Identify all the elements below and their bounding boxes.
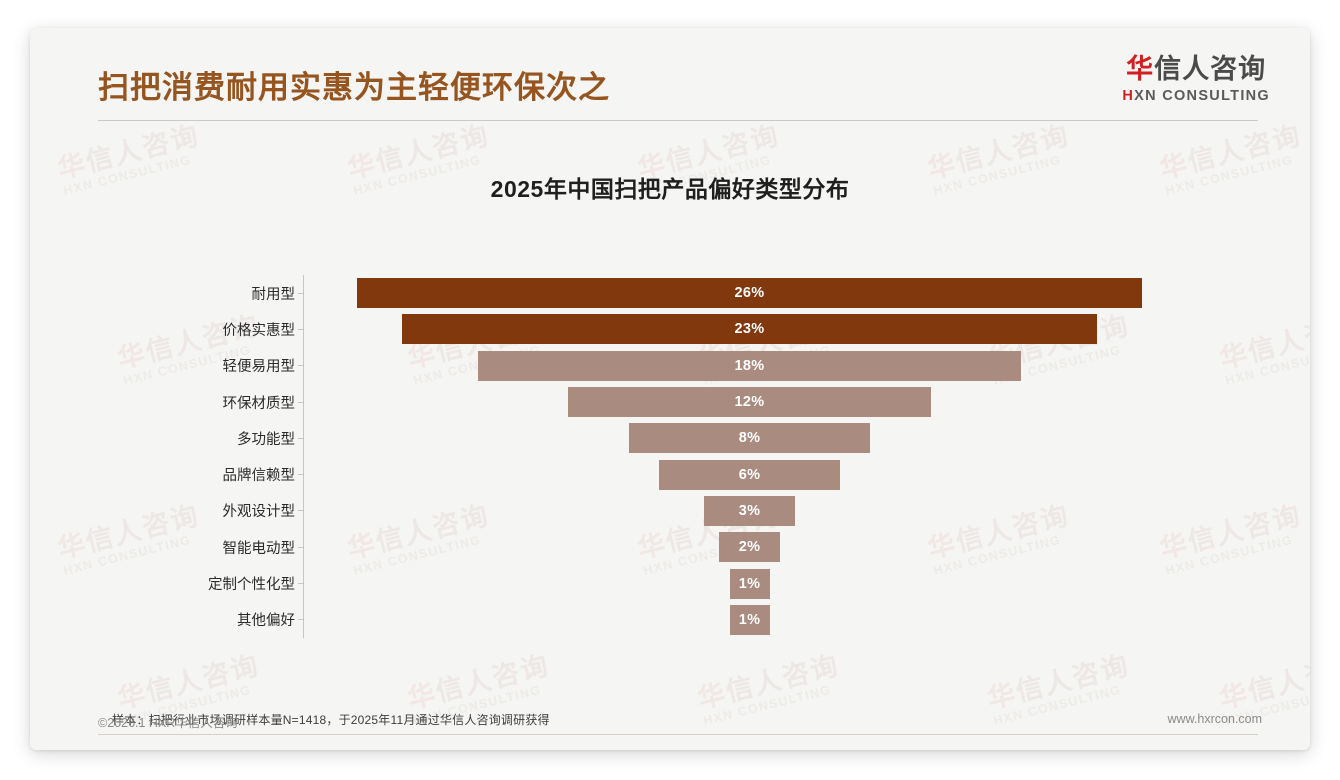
funnel-bar-track: 12%: [304, 384, 1195, 420]
funnel-bar[interactable]: 12%: [568, 387, 931, 418]
brand-logo-cn-rest: 信人咨询: [1154, 54, 1267, 84]
funnel-category-label: 其他偏好: [237, 613, 295, 630]
funnel-category-label: 定制个性化型: [208, 577, 295, 594]
funnel-bar[interactable]: 18%: [477, 350, 1022, 381]
funnel-category-label: 环保材质型: [222, 395, 296, 412]
funnel-bar-value-label: 8%: [738, 430, 761, 447]
chart-title: 2025年中国扫把产品偏好类型分布: [490, 176, 850, 202]
funnel-bar-value-label: 18%: [734, 357, 765, 374]
funnel-row: 耐用型 26%: [195, 275, 1195, 311]
funnel-bar-value-label: 12%: [734, 394, 765, 411]
funnel-row: 定制个性化型 1%: [195, 565, 1195, 601]
funnel-row: 轻便易用型 18%: [195, 348, 1195, 384]
funnel-bar-track: 18%: [304, 348, 1195, 384]
funnel-bar[interactable]: 6%: [658, 459, 841, 490]
funnel-row: 外观设计型 3%: [195, 493, 1195, 529]
funnel-bar-value-label: 3%: [738, 502, 761, 519]
axis-tick-mark: [298, 474, 303, 476]
axis-tick-mark: [298, 328, 303, 330]
funnel-category-label: 智能电动型: [222, 540, 296, 557]
funnel-bar[interactable]: 1%: [729, 604, 770, 635]
slide-card: 华信人咨询 HXN CONSULTING 华信人咨询 HXN CONSULTING 华信…: [30, 28, 1310, 750]
funnel-category-label: 外观设计型: [222, 504, 296, 521]
funnel-bar[interactable]: 2%: [719, 532, 780, 563]
slide-header: 扫把消费耐用实惠为主轻便环保次之 华信人咨询 HXN CONSULTING: [30, 28, 1310, 128]
funnel-category-label: 多功能型: [237, 431, 295, 448]
funnel-bar-value-label: 6%: [738, 466, 761, 483]
funnel-chart-plot: 耐用型 26% 价格实惠型 23% 轻便易用型 18% 环保材质型 12% 多功能型 8% 品牌信赖…: [195, 275, 1195, 638]
axis-tick-mark: [298, 583, 303, 585]
funnel-bar-track: 1%: [304, 602, 1195, 638]
axis-tick-mark: [298, 292, 303, 294]
funnel-bar-track: 3%: [304, 493, 1195, 529]
chart-area: 2025年中国扫把产品偏好类型分布 耐用型 26% 价格实惠型 23% 轻便易用型 18%…: [30, 138, 1310, 658]
footer-divider: [98, 734, 1258, 735]
funnel-bar[interactable]: 3%: [704, 495, 795, 526]
axis-tick-mark: [298, 437, 303, 439]
funnel-bar[interactable]: 1%: [729, 568, 770, 599]
slide-footer: ©2026.1 HXR华信人咨询 www.hxrcon.com: [30, 698, 1310, 750]
axis-tick-mark: [298, 546, 303, 548]
brand-logo: 华信人咨询 HXN CONSULTING: [1122, 56, 1270, 104]
funnel-bar-track: 8%: [304, 420, 1195, 456]
funnel-bar-value-label: 2%: [738, 539, 761, 556]
funnel-row: 其他偏好 1%: [195, 602, 1195, 638]
axis-tick-mark: [298, 401, 303, 403]
sample-note: 样本：扫把行业市场调研样本量N=1418，于2025年11月通过华信人咨询调研获…: [112, 713, 550, 727]
brand-logo-en-rest: XN CONSULTING: [1134, 88, 1270, 104]
funnel-category-label: 价格实惠型: [222, 322, 296, 339]
funnel-category-label: 耐用型: [251, 286, 296, 303]
funnel-bar-track: 1%: [304, 565, 1195, 601]
funnel-bar-value-label: 23%: [734, 321, 765, 338]
funnel-bar[interactable]: 26%: [357, 278, 1142, 309]
funnel-bar-value-label: 1%: [738, 611, 761, 628]
footer-copyright: ©2026.1 HXR华信人咨询: [98, 716, 238, 730]
axis-tick-mark: [298, 510, 303, 512]
brand-logo-english: HXN CONSULTING: [1122, 89, 1270, 104]
footer-url: www.hxrcon.com: [1167, 712, 1262, 726]
axis-tick-mark: [298, 365, 303, 367]
funnel-bar-track: 26%: [304, 275, 1195, 311]
funnel-category-label: 轻便易用型: [222, 359, 296, 376]
funnel-row: 品牌信赖型 6%: [195, 456, 1195, 492]
funnel-category-label: 品牌信赖型: [222, 468, 296, 485]
funnel-bar[interactable]: 23%: [402, 314, 1097, 345]
brand-logo-cn-red: 华: [1126, 54, 1155, 84]
brand-logo-chinese: 华信人咨询: [1122, 56, 1270, 83]
page-title: 扫把消费耐用实惠为主轻便环保次之: [98, 70, 610, 105]
category-axis-line: [303, 275, 304, 638]
header-divider: [98, 120, 1258, 121]
funnel-bar-value-label: 26%: [734, 285, 765, 302]
funnel-row: 智能电动型 2%: [195, 529, 1195, 565]
axis-tick-mark: [298, 619, 303, 621]
funnel-bar[interactable]: 8%: [628, 423, 871, 454]
funnel-bar-track: 2%: [304, 529, 1195, 565]
funnel-row: 多功能型 8%: [195, 420, 1195, 456]
funnel-bar-value-label: 1%: [738, 575, 761, 592]
brand-logo-en-red: H: [1122, 88, 1135, 104]
funnel-row: 环保材质型 12%: [195, 384, 1195, 420]
funnel-row: 价格实惠型 23%: [195, 311, 1195, 347]
funnel-bar-track: 23%: [304, 311, 1195, 347]
funnel-bar-track: 6%: [304, 456, 1195, 492]
